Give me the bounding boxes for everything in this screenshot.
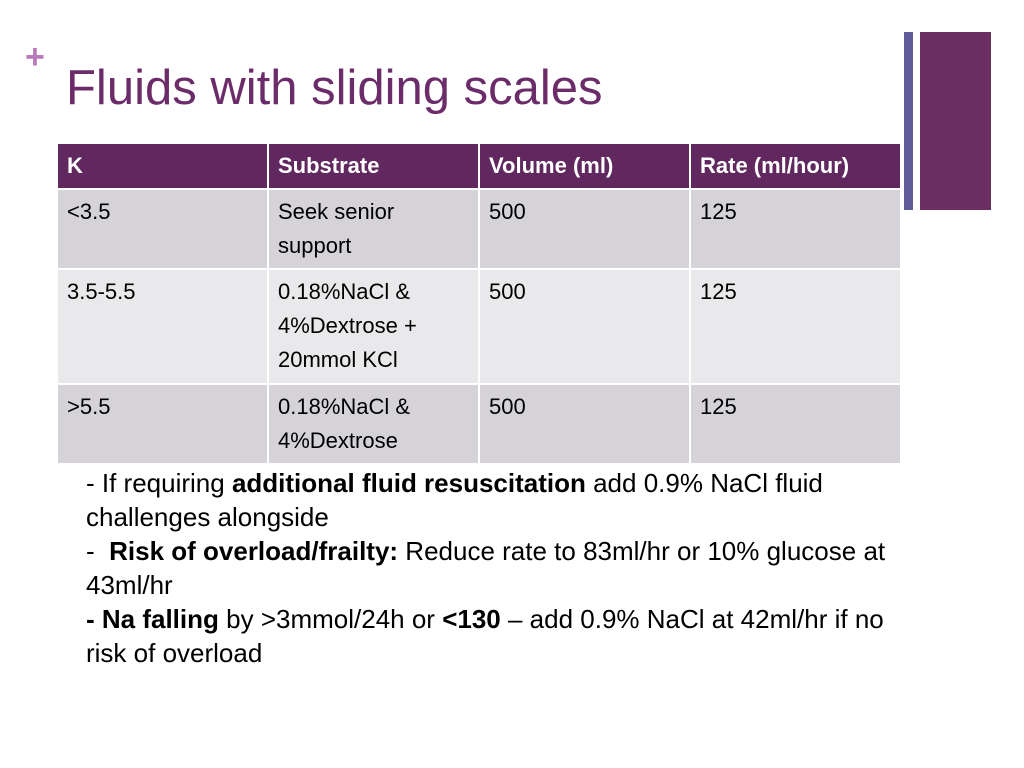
table-cell: 0.18%NaCl & 4%Dextrose (267, 383, 480, 465)
note-line: - Risk of overload/frailty: Reduce rate … (86, 534, 886, 602)
column-header: Substrate (267, 142, 480, 190)
table-cell: 0.18%NaCl & 4%Dextrose + 20mmol KCl (267, 268, 480, 385)
header-row: K Substrate Volume (ml) Rate (ml/hour) (56, 142, 902, 190)
table-cell: 500 (478, 188, 691, 270)
table-cell: 125 (689, 268, 902, 385)
table-row: >5.5 0.18%NaCl & 4%Dextrose 500 125 (56, 383, 902, 465)
note-text: – add 0.9% NaCl at 42ml/hr if no risk of… (86, 604, 891, 668)
table-cell: 500 (478, 268, 691, 385)
note-text: by >3mmol/24h or (218, 604, 443, 634)
accent-bar (904, 32, 913, 210)
note-line: - Na falling by >3mmol/24h or <130 – add… (86, 602, 886, 670)
note-bold: - Na falling (86, 604, 219, 634)
note-text: - If requiring (86, 468, 232, 498)
table-cell: 500 (478, 383, 691, 465)
notes: - If requiring additional fluid resuscit… (86, 466, 886, 670)
column-header: Volume (ml) (478, 142, 691, 190)
table-cell: 125 (689, 383, 902, 465)
column-header: K (56, 142, 269, 190)
column-header: Rate (ml/hour) (689, 142, 902, 190)
table-cell: 125 (689, 188, 902, 270)
note-bold: additional fluid resuscitation (231, 468, 586, 498)
note-line: - If requiring additional fluid resuscit… (86, 466, 886, 534)
table-row: <3.5 Seek senior support 500 125 (56, 188, 902, 270)
table-cell: Seek senior support (267, 188, 480, 270)
table-cell: <3.5 (56, 188, 269, 270)
table-row: 3.5-5.5 0.18%NaCl & 4%Dextrose + 20mmol K… (56, 268, 902, 385)
table-cell: 3.5-5.5 (56, 268, 269, 385)
note-text: add 0.9% NaCl fluid challenges alongside (86, 468, 831, 532)
accent-bar (920, 32, 991, 210)
fluid-table: K Substrate Volume (ml) Rate (ml/hour) <3.5… (56, 142, 902, 465)
note-text: - (86, 536, 110, 566)
title-marker: + (25, 38, 45, 76)
note-bold: Risk of overload/frailty: (109, 536, 399, 566)
table-cell: >5.5 (56, 383, 269, 465)
note-bold: <130 (442, 604, 501, 634)
slide-title: Fluids with sliding scales (66, 61, 603, 115)
note-text: Reduce rate to 83ml/hr or 10% glucose at… (86, 536, 893, 600)
